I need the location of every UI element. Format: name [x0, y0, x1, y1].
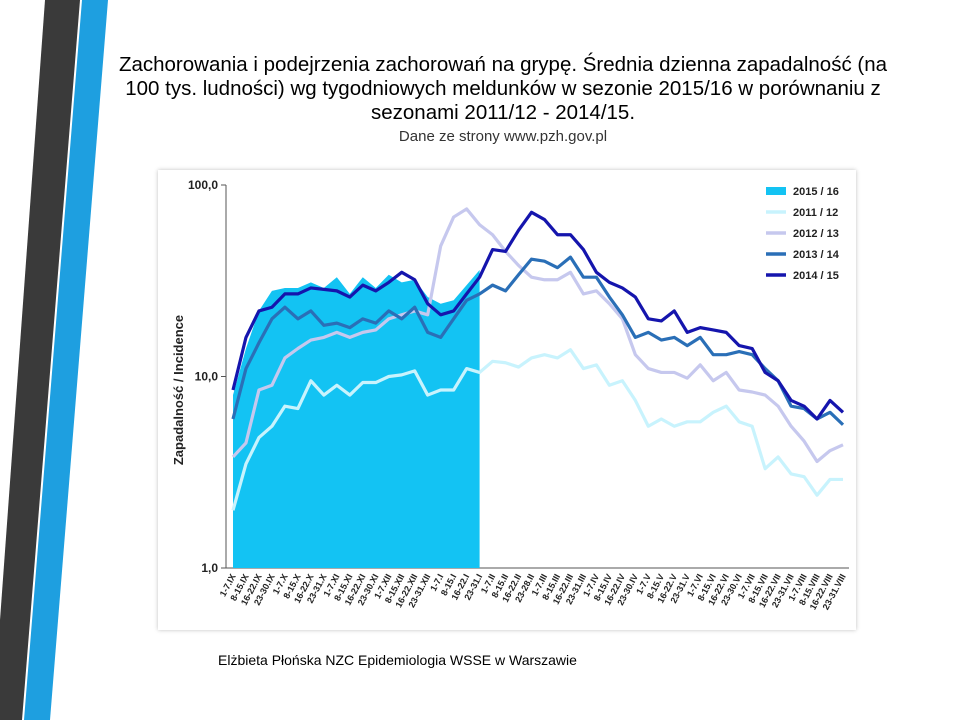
subtitle: Dane ze strony www.pzh.gov.pl	[398, 128, 608, 145]
legend-label: 2015 / 16	[793, 186, 839, 198]
legend-label: 2012 / 13	[793, 228, 839, 240]
line	[231, 207, 844, 464]
y-axis-label: Zapadalność / Incidence	[171, 315, 186, 465]
legend-label: 2011 / 12	[793, 207, 838, 219]
legend-swatch	[766, 187, 786, 195]
stripe-blue	[24, 0, 108, 720]
line	[231, 210, 845, 421]
line	[231, 255, 845, 426]
line	[231, 348, 843, 511]
area	[233, 269, 480, 568]
y-tick-label: 1,0	[201, 561, 218, 575]
legend-label: 2013 / 14	[793, 249, 840, 261]
y-tick-label: 10,0	[195, 370, 219, 384]
y-tick-label: 100,0	[188, 178, 218, 192]
title: Zachorowania i podejrzenia zachorowań na…	[118, 53, 888, 124]
legend-label: 2014 / 15	[793, 270, 839, 282]
stripe-dark	[0, 0, 80, 720]
footer: Elżbieta Płońska NZC Epidemiologia WSSE …	[218, 652, 577, 668]
